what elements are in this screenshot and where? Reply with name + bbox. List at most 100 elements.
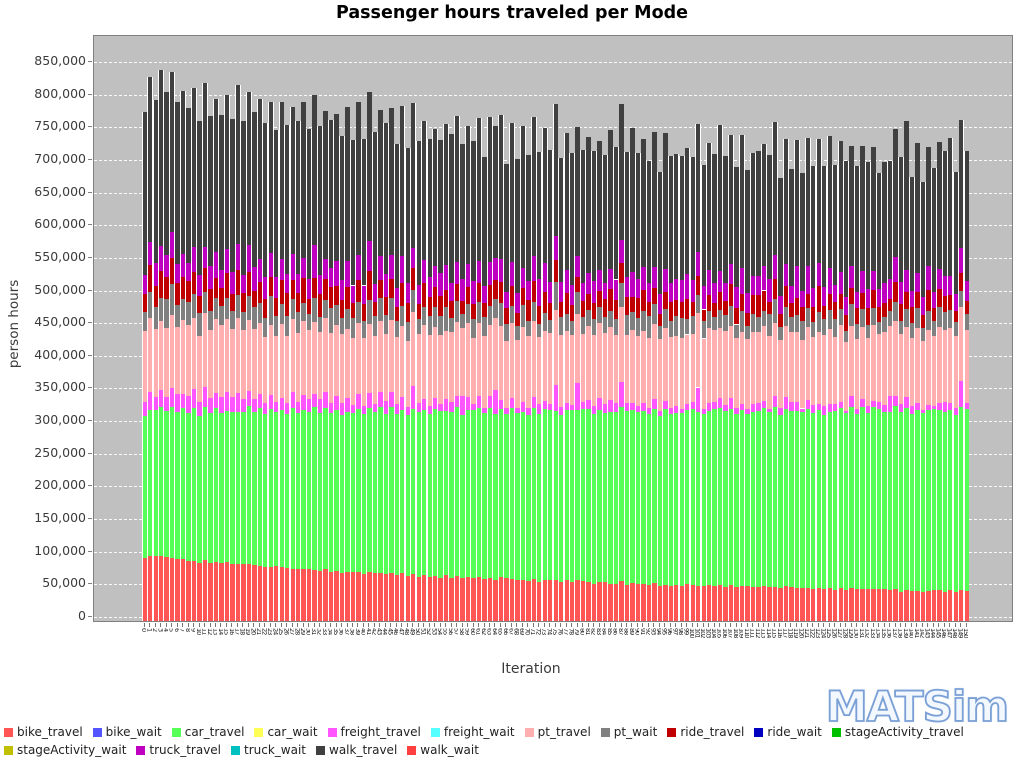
bar-segment (537, 306, 542, 325)
bar (454, 115, 460, 621)
bar-segment (756, 275, 761, 296)
bar-segment (701, 585, 706, 621)
bar-segment (230, 328, 235, 397)
bar-segment (471, 280, 476, 305)
bar-segment (432, 408, 438, 576)
y-tick-label: 0 (78, 608, 86, 623)
bar-segment (898, 412, 904, 592)
bar (311, 95, 318, 621)
bar-segment (761, 143, 767, 266)
bar-segment (728, 264, 734, 284)
bar-segment (591, 583, 597, 621)
x-tick-mark (565, 623, 567, 627)
x-tick-label: 132 (863, 628, 870, 638)
bar-segment (712, 330, 717, 402)
legend-label: car_travel (184, 725, 245, 739)
bar-segment (843, 297, 849, 315)
bar-segment (263, 318, 268, 337)
bar-segment (191, 408, 197, 561)
x-tick-label: 64 (491, 628, 497, 635)
bar-segment (438, 316, 443, 336)
bar-segment (449, 300, 454, 319)
x-tick-label: 72 (535, 628, 541, 635)
bar-segment (328, 287, 334, 308)
bar-segment (427, 316, 432, 335)
bar-segment (235, 392, 241, 412)
bar-segment (591, 150, 597, 282)
y-tick-mark (88, 126, 92, 128)
bar-segment (350, 285, 356, 304)
bar-segment (789, 587, 794, 621)
bar-segment (657, 325, 663, 339)
bar-segment (235, 244, 241, 270)
bar-segment (909, 337, 915, 406)
bar-segment (838, 272, 843, 295)
bar-segment (854, 323, 860, 340)
bar-segment (213, 319, 219, 394)
bar-segment (761, 326, 767, 401)
bar-segment (909, 291, 915, 307)
bar-segment (542, 262, 547, 292)
bar-segment (476, 322, 482, 396)
bar-segment (367, 270, 372, 301)
bar-segment (865, 338, 871, 406)
bar-segment (449, 282, 454, 301)
x-tick-label: 29 (299, 628, 305, 635)
x-tick-label: 30 (304, 628, 311, 635)
bar-segment (575, 580, 580, 621)
x-tick-mark (390, 623, 392, 627)
bar-segment (509, 579, 515, 621)
bar-segment (224, 318, 230, 393)
bar-segment (613, 411, 619, 584)
x-tick-label: 61 (474, 628, 481, 635)
bar-segment (515, 579, 520, 621)
x-tick-mark (543, 623, 545, 627)
bar-segment (964, 151, 969, 282)
bar (761, 143, 767, 621)
bar-segment (142, 415, 147, 558)
bar-segment (728, 283, 734, 306)
bar (503, 164, 510, 621)
x-tick-mark (488, 623, 490, 627)
bar-segment (876, 289, 882, 308)
bar (722, 156, 729, 621)
x-tick-mark (932, 623, 934, 627)
x-tick-label: 44 (381, 628, 388, 635)
bar-segment (723, 314, 728, 332)
chart-title: Passenger hours traveled per Mode (335, 3, 689, 23)
bar-segment (800, 172, 805, 292)
bar-segment (427, 334, 432, 406)
bar-segment (504, 308, 509, 324)
bar-segment (197, 295, 202, 314)
bar-segment (915, 410, 920, 592)
bar-segment (306, 279, 312, 299)
bar (492, 125, 499, 621)
bar-segment (778, 327, 783, 340)
bar-segment (646, 283, 652, 302)
bar-segment (482, 578, 487, 621)
bar-segment (575, 383, 580, 410)
y-tick-label: 700,000 (34, 150, 86, 166)
bar-segment (378, 110, 383, 256)
bar (558, 157, 564, 621)
x-tick-mark (697, 623, 699, 627)
bar-segment (750, 276, 756, 296)
bar-segment (279, 259, 284, 281)
bar-segment (219, 305, 224, 326)
bar (706, 142, 712, 621)
bar-segment (290, 392, 295, 409)
x-tick-mark (242, 623, 244, 627)
bar-segment (739, 410, 745, 586)
x-tick-mark (675, 623, 677, 627)
bar (662, 133, 669, 621)
x-tick-label: 59 (463, 628, 470, 635)
bar-segment (306, 298, 312, 314)
bar-segment (882, 161, 887, 283)
bar-segment (685, 273, 690, 300)
bar-segment (789, 331, 794, 402)
bar-segment (454, 396, 460, 407)
bar-segment (926, 147, 931, 267)
bar-segment (602, 403, 608, 414)
bar-segment (728, 584, 734, 621)
bar-segment (180, 319, 186, 394)
